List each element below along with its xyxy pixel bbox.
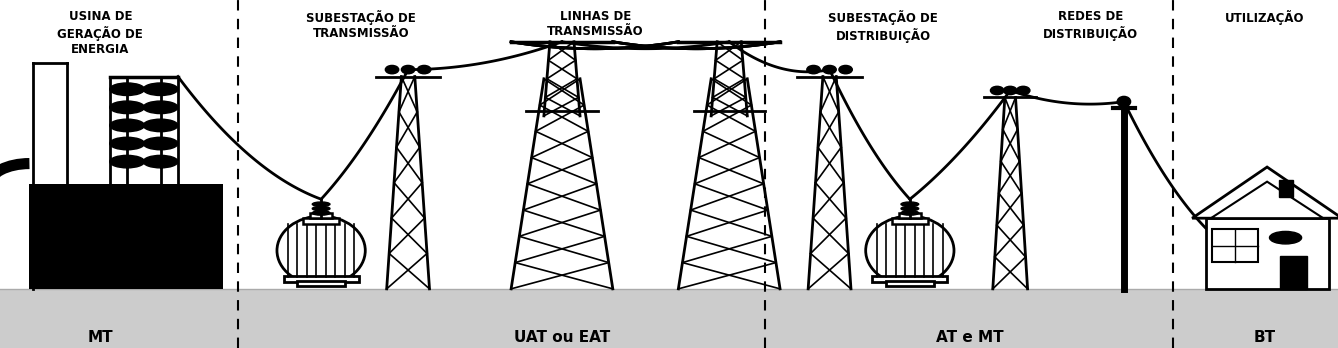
Bar bbox=[1279, 180, 1293, 198]
Text: AT e MT: AT e MT bbox=[937, 330, 1004, 345]
Ellipse shape bbox=[143, 137, 178, 150]
Ellipse shape bbox=[312, 202, 330, 206]
Ellipse shape bbox=[900, 211, 919, 215]
Bar bbox=[284, 276, 359, 282]
Ellipse shape bbox=[1117, 96, 1131, 107]
Text: BT: BT bbox=[1254, 330, 1275, 345]
Ellipse shape bbox=[401, 65, 415, 74]
Ellipse shape bbox=[143, 119, 178, 132]
Ellipse shape bbox=[1270, 231, 1302, 244]
Text: LINHAS DE
TRANSMISSÃO: LINHAS DE TRANSMISSÃO bbox=[547, 10, 644, 38]
Bar bbox=[886, 281, 934, 286]
Ellipse shape bbox=[417, 65, 431, 74]
Bar bbox=[0, 289, 1338, 348]
Ellipse shape bbox=[900, 206, 919, 211]
Ellipse shape bbox=[110, 83, 145, 95]
Bar bbox=[29, 184, 223, 289]
Bar bbox=[297, 281, 345, 286]
Text: SUBESTAÇÃO DE
DISTRIBUIÇÃO: SUBESTAÇÃO DE DISTRIBUIÇÃO bbox=[828, 10, 938, 43]
Bar bbox=[872, 276, 947, 282]
Bar bbox=[892, 218, 927, 224]
Ellipse shape bbox=[110, 155, 145, 168]
Ellipse shape bbox=[277, 216, 365, 285]
Ellipse shape bbox=[312, 211, 330, 215]
Text: SUBESTAÇÃO DE
TRANSMISSÃO: SUBESTAÇÃO DE TRANSMISSÃO bbox=[306, 10, 416, 40]
Ellipse shape bbox=[143, 83, 178, 95]
Bar bbox=[1212, 229, 1258, 262]
Ellipse shape bbox=[807, 65, 820, 74]
Ellipse shape bbox=[1017, 86, 1030, 95]
Text: MT: MT bbox=[87, 330, 114, 345]
Text: UAT ou EAT: UAT ou EAT bbox=[514, 330, 610, 345]
Ellipse shape bbox=[110, 119, 145, 132]
Bar bbox=[304, 218, 339, 224]
Ellipse shape bbox=[823, 65, 836, 74]
Ellipse shape bbox=[110, 101, 145, 113]
Bar bbox=[1206, 218, 1329, 289]
Bar bbox=[1280, 256, 1307, 289]
Text: USINA DE
GERAÇÃO DE
ENERGIA: USINA DE GERAÇÃO DE ENERGIA bbox=[58, 10, 143, 56]
Polygon shape bbox=[1211, 182, 1323, 218]
Ellipse shape bbox=[385, 65, 399, 74]
Ellipse shape bbox=[900, 202, 919, 206]
Text: REDES DE
DISTRIBUIÇÃO: REDES DE DISTRIBUIÇÃO bbox=[1042, 10, 1139, 41]
Ellipse shape bbox=[866, 216, 954, 285]
Ellipse shape bbox=[1004, 86, 1017, 95]
Ellipse shape bbox=[143, 101, 178, 113]
Ellipse shape bbox=[110, 137, 145, 150]
Polygon shape bbox=[1192, 167, 1338, 218]
Bar bbox=[899, 213, 921, 218]
Ellipse shape bbox=[143, 155, 178, 168]
Ellipse shape bbox=[312, 206, 330, 211]
Ellipse shape bbox=[990, 86, 1004, 95]
Bar bbox=[310, 213, 332, 218]
Text: UTILIZAÇÃO: UTILIZAÇÃO bbox=[1224, 10, 1305, 25]
Ellipse shape bbox=[839, 65, 852, 74]
